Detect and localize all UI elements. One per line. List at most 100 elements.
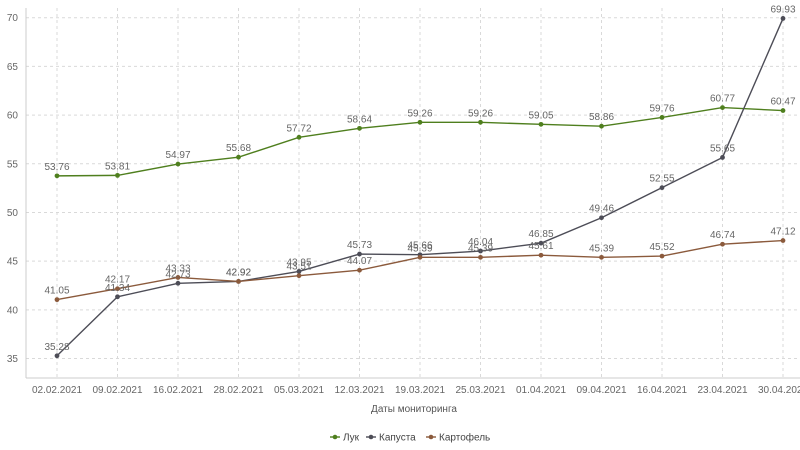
- data-label: 43.51: [286, 262, 311, 273]
- data-point[interactable]: [417, 119, 423, 125]
- data-label: 59.26: [407, 108, 432, 119]
- data-label: 45.52: [649, 242, 674, 253]
- data-point[interactable]: [538, 121, 544, 127]
- data-point[interactable]: [478, 248, 483, 254]
- data-point[interactable]: [478, 119, 483, 125]
- data-label: 45.39: [407, 243, 432, 254]
- x-axis-ticks: 02.02.2021 09.02.2021 16.02.2021 28.02.2021…: [32, 385, 800, 396]
- x-tick-label: 25.03.2021: [455, 385, 505, 396]
- data-label: 58.86: [589, 112, 614, 123]
- y-tick-label: 65: [7, 62, 19, 73]
- y-tick-label: 55: [7, 159, 19, 170]
- x-tick-label: 09.04.2021: [576, 385, 626, 396]
- data-label: 41.05: [44, 286, 69, 297]
- y-tick-label: 70: [7, 13, 19, 24]
- data-point[interactable]: [599, 254, 604, 260]
- data-point[interactable]: [538, 240, 544, 246]
- x-tick-label: 23.04.2021: [697, 385, 747, 396]
- data-point[interactable]: [236, 279, 241, 284]
- data-point[interactable]: [54, 173, 60, 179]
- data-label: 55.65: [710, 143, 735, 154]
- data-point[interactable]: [115, 294, 120, 300]
- y-tick-label: 50: [7, 208, 19, 219]
- data-label: 45.66: [407, 241, 432, 252]
- data-point[interactable]: [296, 273, 302, 279]
- data-label: 60.77: [710, 94, 735, 105]
- data-point[interactable]: [599, 123, 604, 129]
- data-label: 53.81: [105, 161, 130, 172]
- x-tick-label: 30.04.2021: [758, 385, 800, 396]
- data-point[interactable]: [659, 185, 665, 191]
- data-point[interactable]: [296, 268, 302, 274]
- data-label: 45.61: [528, 241, 553, 252]
- data-label: 59.05: [528, 110, 553, 121]
- x-axis-title: Даты мониторинга: [371, 404, 457, 415]
- data-point[interactable]: [296, 134, 302, 140]
- data-point[interactable]: [54, 297, 60, 303]
- data-point[interactable]: [720, 105, 725, 111]
- data-point[interactable]: [478, 254, 483, 260]
- data-label: 57.72: [286, 123, 311, 134]
- data-label: 59.26: [468, 108, 493, 119]
- legend-label: Лук: [343, 433, 360, 444]
- legend-marker: [332, 434, 338, 440]
- data-point[interactable]: [115, 172, 120, 178]
- data-label: 45.73: [347, 240, 372, 251]
- data-point[interactable]: [720, 155, 725, 160]
- data-label: 46.74: [710, 230, 735, 241]
- data-point[interactable]: [780, 108, 786, 113]
- data-label: 54.97: [165, 150, 190, 161]
- data-label: 59.76: [649, 103, 674, 114]
- data-label: 43.33: [165, 263, 190, 274]
- data-label: 42.73: [165, 269, 190, 280]
- data-point[interactable]: [357, 125, 362, 131]
- y-tick-label: 45: [7, 257, 19, 268]
- data-label: 60.47: [770, 97, 795, 108]
- y-tick-label: 40: [7, 305, 19, 316]
- data-point[interactable]: [357, 267, 362, 273]
- data-label: 42.17: [105, 275, 130, 286]
- data-label: 42.92: [226, 267, 251, 278]
- y-tick-label: 60: [7, 111, 19, 122]
- data-point[interactable]: [538, 252, 544, 258]
- data-point[interactable]: [115, 286, 120, 292]
- data-label: 35.28: [44, 342, 69, 353]
- data-point[interactable]: [417, 254, 423, 260]
- data-label: 49.46: [589, 204, 614, 215]
- x-tick-label: 02.02.2021: [32, 385, 82, 396]
- x-tick-label: 05.03.2021: [274, 385, 324, 396]
- x-tick-label: 16.04.2021: [637, 385, 687, 396]
- data-point[interactable]: [780, 238, 786, 243]
- series-2: [54, 16, 786, 359]
- legend[interactable]: Лук Капуста Картофель: [330, 432, 490, 444]
- data-label: 43.95: [286, 257, 311, 268]
- legend-item[interactable]: Лук: [330, 433, 360, 444]
- data-point[interactable]: [780, 16, 786, 21]
- data-label: 52.55: [649, 174, 674, 185]
- data-point[interactable]: [175, 275, 181, 280]
- data-point[interactable]: [54, 353, 60, 359]
- data-point[interactable]: [236, 154, 241, 160]
- data-point[interactable]: [599, 215, 604, 221]
- legend-item[interactable]: Картофель: [426, 432, 490, 444]
- data-point[interactable]: [659, 253, 665, 259]
- data-point[interactable]: [175, 280, 181, 286]
- data-label: 55.68: [226, 143, 251, 154]
- x-tick-label: 19.03.2021: [395, 385, 445, 396]
- x-tick-label: 12.03.2021: [334, 385, 384, 396]
- data-labels: 53.76 53.81 54.97 55.68 57.72 58.64 59.26 59.26…: [44, 4, 795, 352]
- legend-marker: [428, 434, 434, 440]
- data-label: 42.92: [226, 267, 251, 278]
- data-point[interactable]: [659, 115, 665, 120]
- data-point[interactable]: [357, 251, 362, 257]
- legend-item[interactable]: Капуста: [366, 433, 416, 444]
- series-layer: [54, 16, 786, 359]
- data-point[interactable]: [720, 241, 725, 247]
- legend-label: Капуста: [379, 433, 416, 444]
- data-point[interactable]: [175, 161, 181, 167]
- data-label: 47.12: [770, 227, 795, 238]
- legend-marker: [368, 434, 374, 440]
- legend-label: Картофель: [439, 432, 490, 444]
- data-label: 45.39: [468, 243, 493, 254]
